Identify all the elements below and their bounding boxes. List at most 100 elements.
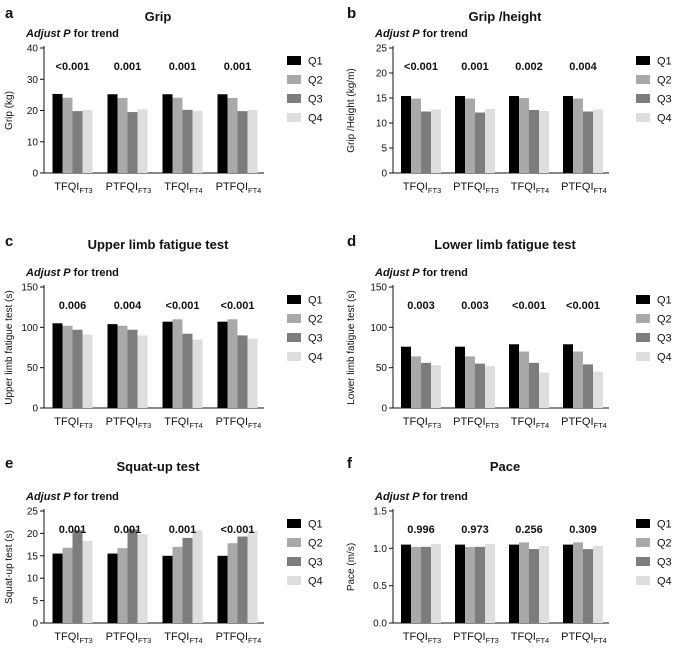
bar-q1 bbox=[107, 324, 118, 408]
p-value: 0.309 bbox=[569, 524, 597, 536]
legend-swatch-q1 bbox=[287, 519, 301, 528]
category-label: TFQIFT3 bbox=[54, 181, 92, 195]
category-label: PTFQIFT3 bbox=[453, 416, 499, 430]
bar-q2 bbox=[117, 548, 128, 623]
legend-swatch-q2 bbox=[636, 314, 650, 323]
y-tick-label: 25 bbox=[376, 44, 388, 55]
p-value: <0.001 bbox=[221, 524, 255, 536]
category-subscript: FT4 bbox=[536, 636, 549, 645]
legend-label: Q1 bbox=[308, 295, 323, 307]
category-main: PTFQI bbox=[216, 416, 248, 428]
category-label: PTFQIFT3 bbox=[106, 416, 152, 430]
p-value: 0.996 bbox=[407, 524, 435, 536]
bar-q3 bbox=[421, 546, 431, 623]
bar-q4 bbox=[192, 110, 203, 173]
bar-q1 bbox=[162, 94, 173, 173]
legend-swatch-q2 bbox=[636, 75, 650, 84]
category-label: PTFQIFT3 bbox=[453, 631, 499, 645]
bar-q4 bbox=[137, 109, 148, 173]
panel-c: c Upper limb fatigue test Adjust P for tre… bbox=[4, 233, 323, 430]
adjust-p-label: Adjust P for trend bbox=[25, 267, 119, 279]
category-subscript: FT4 bbox=[248, 636, 261, 645]
legend-label: Q4 bbox=[657, 113, 672, 125]
bar-q2 bbox=[465, 98, 475, 173]
legend-swatch-q1 bbox=[287, 295, 301, 304]
legend-label: Q3 bbox=[308, 333, 323, 345]
panel-letter: d bbox=[347, 233, 356, 250]
legend-label: Q1 bbox=[657, 295, 672, 307]
p-letter: P bbox=[63, 491, 71, 503]
legend-label: Q3 bbox=[657, 94, 672, 106]
bar-q1 bbox=[563, 544, 573, 623]
legend-label: Q4 bbox=[657, 576, 672, 588]
category-label: TFQIFT4 bbox=[164, 631, 202, 645]
bar-q2 bbox=[519, 542, 529, 623]
y-tick-label: 5 bbox=[381, 144, 387, 155]
bar-q4 bbox=[539, 111, 549, 173]
bar-q1 bbox=[217, 321, 228, 408]
chart-title: Squat-up test bbox=[116, 459, 200, 474]
bar-q1 bbox=[401, 96, 411, 173]
bar-q1 bbox=[162, 555, 173, 623]
bar-q4 bbox=[192, 339, 203, 408]
bar-q2 bbox=[519, 98, 529, 173]
panel-letter: f bbox=[347, 455, 353, 472]
category-subscript: FT4 bbox=[248, 186, 261, 195]
panel-letter: b bbox=[347, 5, 356, 22]
category-subscript: FT4 bbox=[189, 421, 202, 430]
legend-swatch-q4 bbox=[287, 352, 301, 361]
category-subscript: FT4 bbox=[594, 421, 607, 430]
y-tick-label: 50 bbox=[27, 363, 39, 374]
bar-q1 bbox=[455, 544, 465, 623]
bar-q3 bbox=[182, 537, 193, 623]
category-main: TFQI bbox=[403, 416, 428, 428]
category-subscript: FT3 bbox=[79, 186, 92, 195]
legend-swatch-q1 bbox=[287, 56, 301, 65]
bar-q1 bbox=[455, 96, 465, 173]
bar-q4 bbox=[539, 546, 549, 623]
bar-q2 bbox=[573, 98, 583, 173]
bar-q4 bbox=[485, 366, 495, 408]
adjust-p-label: Adjust P for trend bbox=[374, 267, 468, 279]
p-value: 0.973 bbox=[461, 524, 489, 536]
category-main: TFQI bbox=[164, 631, 189, 643]
p-value: 0.002 bbox=[515, 61, 543, 73]
panel-letter: e bbox=[5, 455, 13, 472]
p-value: 0.001 bbox=[461, 61, 489, 73]
category-main: TFQI bbox=[54, 631, 79, 643]
chart-title: Upper limb fatigue test bbox=[88, 237, 230, 252]
category-label: PTFQIFT3 bbox=[106, 631, 152, 645]
panel-d: d Lower limb fatigue test Adjust P for tre… bbox=[346, 233, 672, 430]
bar-q2 bbox=[411, 546, 421, 623]
legend-label: Q4 bbox=[308, 113, 323, 125]
category-label: PTFQIFT4 bbox=[561, 416, 607, 430]
category-main: TFQI bbox=[511, 416, 536, 428]
y-tick-label: 5 bbox=[32, 596, 38, 607]
adjust-word: Adjust bbox=[374, 491, 412, 503]
p-value: <0.001 bbox=[566, 300, 600, 312]
category-subscript: FT4 bbox=[536, 421, 549, 430]
y-tick-label: 15 bbox=[376, 94, 388, 105]
y-axis-label: Squat-up test (s) bbox=[4, 530, 15, 604]
bar-q1 bbox=[52, 93, 63, 173]
bar-q1 bbox=[509, 96, 519, 173]
bar-q3 bbox=[237, 335, 248, 408]
bar-q4 bbox=[192, 530, 203, 623]
bar-q3 bbox=[421, 111, 431, 173]
bar-q3 bbox=[72, 329, 83, 408]
bar-q3 bbox=[529, 110, 539, 173]
p-letter: P bbox=[63, 28, 71, 40]
category-label: TFQIFT3 bbox=[54, 416, 92, 430]
panel-letter: c bbox=[5, 233, 13, 250]
category-subscript: FT3 bbox=[428, 421, 441, 430]
bar-q4 bbox=[539, 372, 549, 408]
category-main: TFQI bbox=[403, 181, 428, 193]
panel-letter: a bbox=[5, 5, 14, 22]
for-trend: for trend bbox=[71, 267, 119, 279]
bar-q2 bbox=[62, 97, 73, 173]
category-subscript: FT4 bbox=[594, 186, 607, 195]
bar-q4 bbox=[247, 110, 258, 173]
legend-swatch-q4 bbox=[636, 113, 650, 122]
y-tick-label: 0 bbox=[381, 404, 387, 415]
